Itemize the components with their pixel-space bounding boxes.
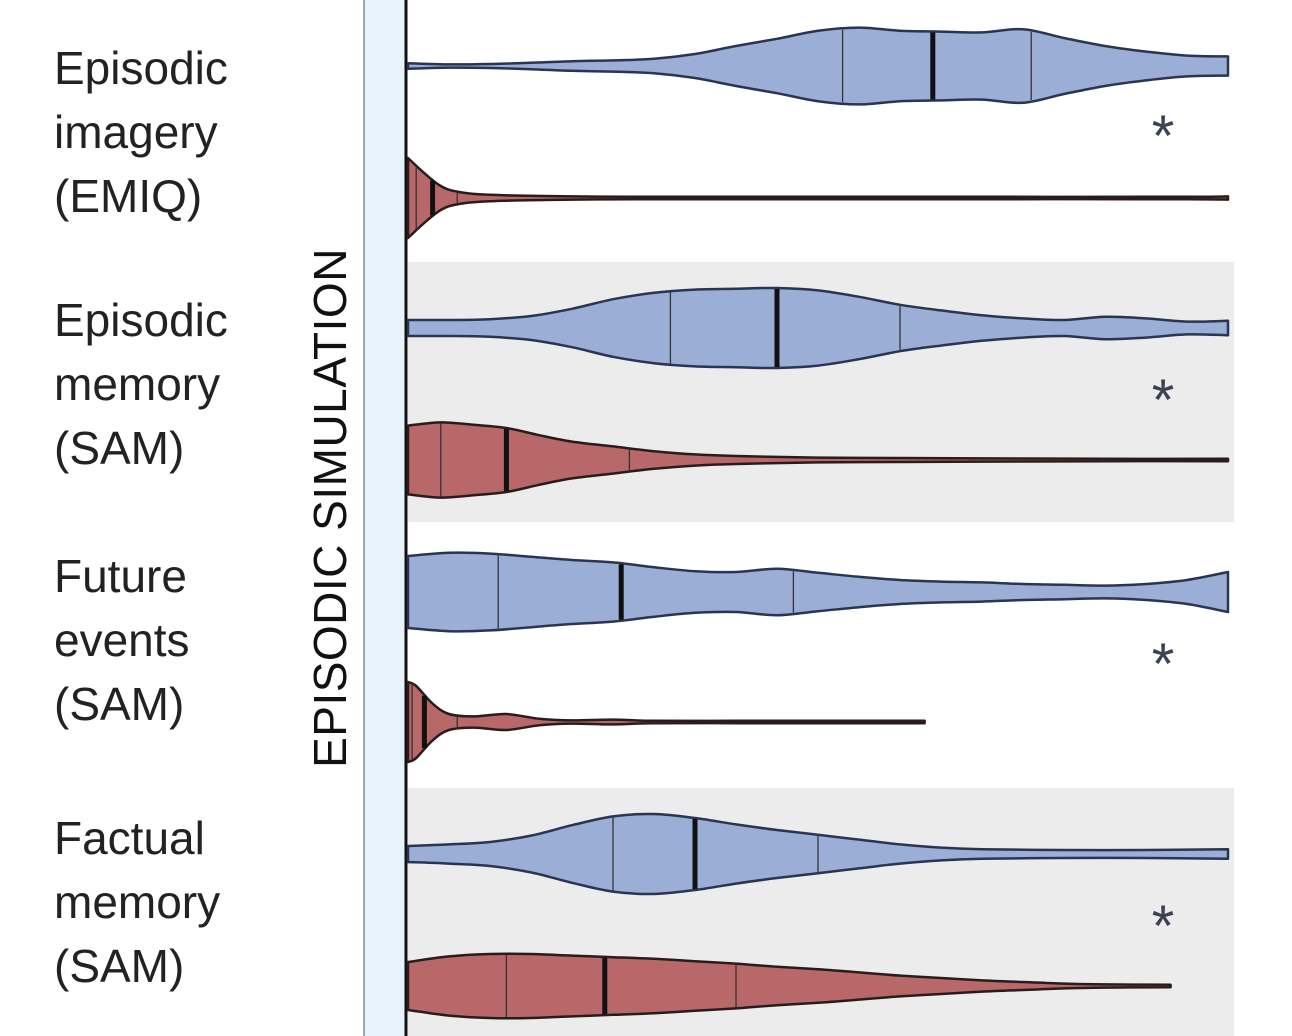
row-label-line: (SAM): [54, 678, 185, 730]
row-label-line: (SAM): [54, 422, 185, 474]
significance-asterisk: *: [1152, 632, 1175, 697]
row-label-episodic-memory: Episodic memory (SAM): [54, 288, 294, 480]
violin-b-body: [406, 421, 1230, 499]
row-label-line: memory: [54, 876, 221, 928]
row-label-line: Future: [54, 550, 187, 602]
row-label-line: Factual: [54, 812, 205, 864]
row-label-line: (EMIQ): [54, 170, 203, 222]
row-label-line: Episodic: [54, 294, 228, 346]
violin-a-body: [406, 551, 1230, 633]
row-label-factual-memory: Factual memory (SAM): [54, 806, 294, 998]
row-label-line: events: [54, 614, 190, 666]
row-label-future-events: Future events (SAM): [54, 544, 294, 736]
section-label-text: EPISODIC SIMULATION: [304, 248, 356, 768]
significance-asterisk: *: [1152, 894, 1175, 959]
violin-a-body: [406, 286, 1230, 370]
violin-b-body: [406, 156, 1230, 240]
axis-strip: [363, 0, 405, 1036]
significance-asterisk: *: [1152, 104, 1175, 169]
violin-b-body: [406, 952, 1172, 1020]
row-label-episodic-imagery: Episodic imagery (EMIQ): [54, 36, 294, 228]
row-label-line: (SAM): [54, 940, 185, 992]
row-label-line: memory: [54, 358, 221, 410]
violin-b-body: [406, 680, 926, 764]
significance-asterisk: *: [1152, 368, 1175, 433]
row-label-line: imagery: [54, 106, 218, 158]
violin-a-body: [406, 26, 1230, 106]
row-label-line: Episodic: [54, 42, 228, 94]
